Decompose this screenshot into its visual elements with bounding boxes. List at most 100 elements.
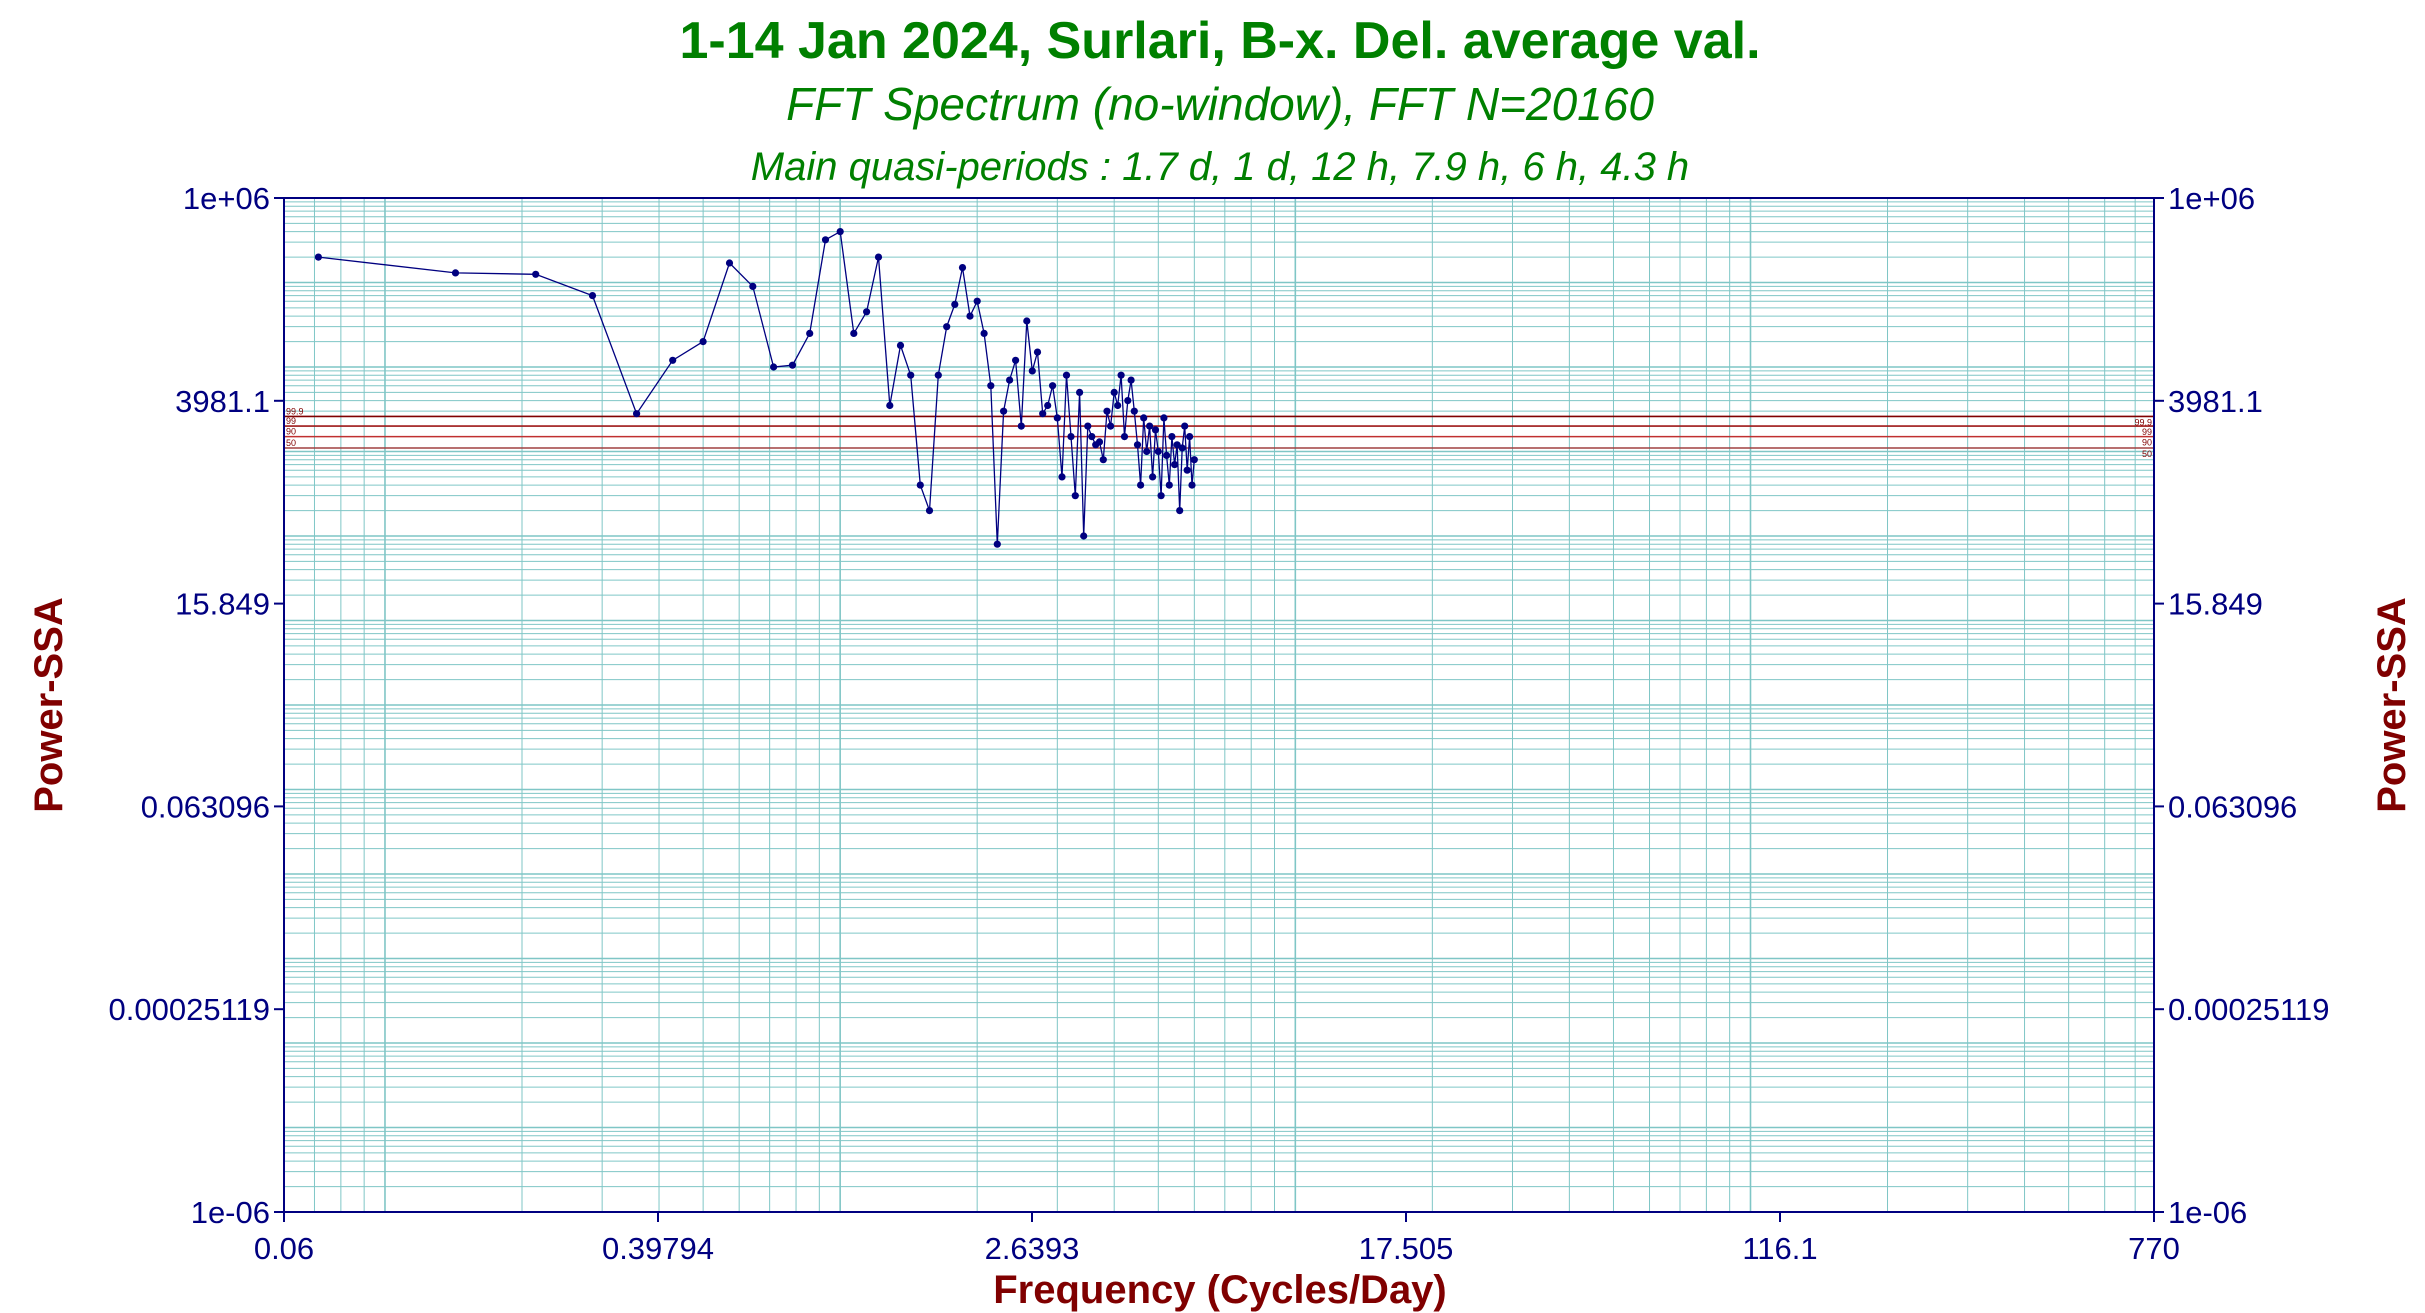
data-point (951, 300, 959, 308)
data-point (863, 308, 871, 316)
x-tick-label: 770 (2128, 1231, 2180, 1266)
data-point (633, 410, 641, 418)
significance-label: 99 (2142, 427, 2152, 437)
data-point (821, 236, 830, 244)
data-point (1130, 407, 1138, 415)
data-point (1151, 426, 1160, 434)
data-point (993, 540, 1001, 548)
significance-label: 99.9 (2134, 417, 2152, 427)
x-tick-label: 0.06 (254, 1231, 314, 1266)
data-point (1160, 414, 1168, 422)
x-tick-labels: 0.06 0.39794 2.6393 17.505 116.1 770 (254, 1212, 2180, 1266)
data-point (1107, 422, 1115, 430)
x-axis-label: Frequency (Cycles/Day) (993, 1268, 1447, 1312)
y-tick-label: 1e+06 (183, 181, 270, 216)
data-point (1099, 456, 1107, 464)
y-tick-label: 0.063096 (141, 789, 270, 824)
data-point (1053, 414, 1061, 422)
data-point (1186, 433, 1194, 441)
data-point (1190, 456, 1198, 464)
data-point (770, 363, 778, 371)
data-point (1088, 433, 1096, 441)
data-point (1062, 371, 1071, 379)
significance-label: 50 (286, 438, 296, 448)
data-point (1127, 376, 1135, 384)
y-tick-label: 3981.1 (175, 384, 270, 419)
data-point (987, 382, 995, 390)
data-point (1017, 422, 1025, 430)
data-point (1176, 507, 1184, 515)
data-point (451, 269, 460, 277)
significance-label: 50 (2142, 449, 2152, 459)
x-tick-label: 116.1 (1742, 1231, 1817, 1266)
data-point (1012, 356, 1020, 364)
y-tick-label: 0.00025119 (2168, 992, 2329, 1027)
data-point (1146, 422, 1154, 430)
data-point (973, 297, 981, 305)
data-point (925, 507, 934, 515)
x-tick-label: 0.39794 (602, 1231, 714, 1266)
data-point (1181, 422, 1189, 430)
y-tick-label: 1e-06 (2168, 1195, 2247, 1230)
data-point (725, 259, 734, 267)
data-point (1044, 401, 1052, 410)
data-point (1006, 376, 1014, 384)
data-point (958, 264, 967, 272)
y-axis-label-left: Power-SSA (27, 597, 71, 813)
data-point (1178, 444, 1186, 452)
data-point (1171, 461, 1179, 469)
data-point (1163, 451, 1171, 459)
data-point (907, 371, 915, 379)
data-point (788, 361, 797, 369)
y-tick-label: 15.849 (2168, 587, 2263, 622)
data-point (1120, 433, 1129, 441)
y-tick-label: 0.00025119 (109, 992, 270, 1027)
significance-label: 90 (2142, 438, 2152, 448)
chart-subtitle-periods: Main quasi-periods : 1.7 d, 1 d, 12 h, 7… (751, 145, 1689, 189)
significance-label: 99.9 (286, 406, 304, 416)
x-tick-label: 17.505 (1359, 1231, 1454, 1266)
x-tick-label: 2.6393 (985, 1231, 1080, 1266)
data-point (1188, 481, 1196, 489)
data-point (1154, 447, 1162, 456)
data-point (1076, 388, 1084, 396)
data-point (1028, 367, 1036, 375)
significance-label: 90 (286, 427, 296, 437)
data-point (1114, 401, 1122, 410)
data-point (886, 401, 894, 410)
y-tick-label: 15.849 (175, 587, 270, 622)
data-point (749, 282, 757, 290)
data-point (1039, 410, 1047, 418)
data-point (1000, 407, 1008, 415)
data-point (1049, 382, 1057, 390)
data-point (1033, 348, 1042, 356)
data-point (1124, 397, 1132, 405)
data-point (1133, 441, 1142, 449)
data-point (836, 228, 844, 236)
data-point (1080, 532, 1088, 540)
data-point (1110, 388, 1118, 396)
data-point (1084, 422, 1092, 430)
data-point (1149, 473, 1157, 481)
data-point (934, 371, 942, 379)
chart-subtitle: FFT Spectrum (no-window), FFT N=20160 (786, 78, 1654, 130)
data-point (588, 292, 597, 300)
y-axis-label-right: Power-SSA (2370, 597, 2414, 813)
y-tick-labels-left: 1e+06 3981.1 15.849 0.063096 0.00025119 1e-06 (109, 181, 284, 1230)
data-point (1058, 473, 1066, 481)
chart-title: 1-14 Jan 2024, Surlari, B-x. Del. averag… (679, 12, 1760, 70)
plot-frame (283, 197, 2155, 1213)
data-point (1183, 466, 1191, 474)
data-point (1143, 447, 1151, 456)
y-tick-label: 1e-06 (191, 1195, 270, 1230)
data-point (916, 481, 924, 489)
data-point (1140, 414, 1148, 422)
y-tick-label: 0.063096 (2168, 789, 2297, 824)
significance-label: 99 (286, 416, 296, 426)
y-tick-labels-right: 1e+06 3981.1 15.849 0.063096 0.00025119 1e-06 (2154, 181, 2329, 1230)
data-point (532, 270, 540, 278)
data-point (980, 329, 988, 337)
